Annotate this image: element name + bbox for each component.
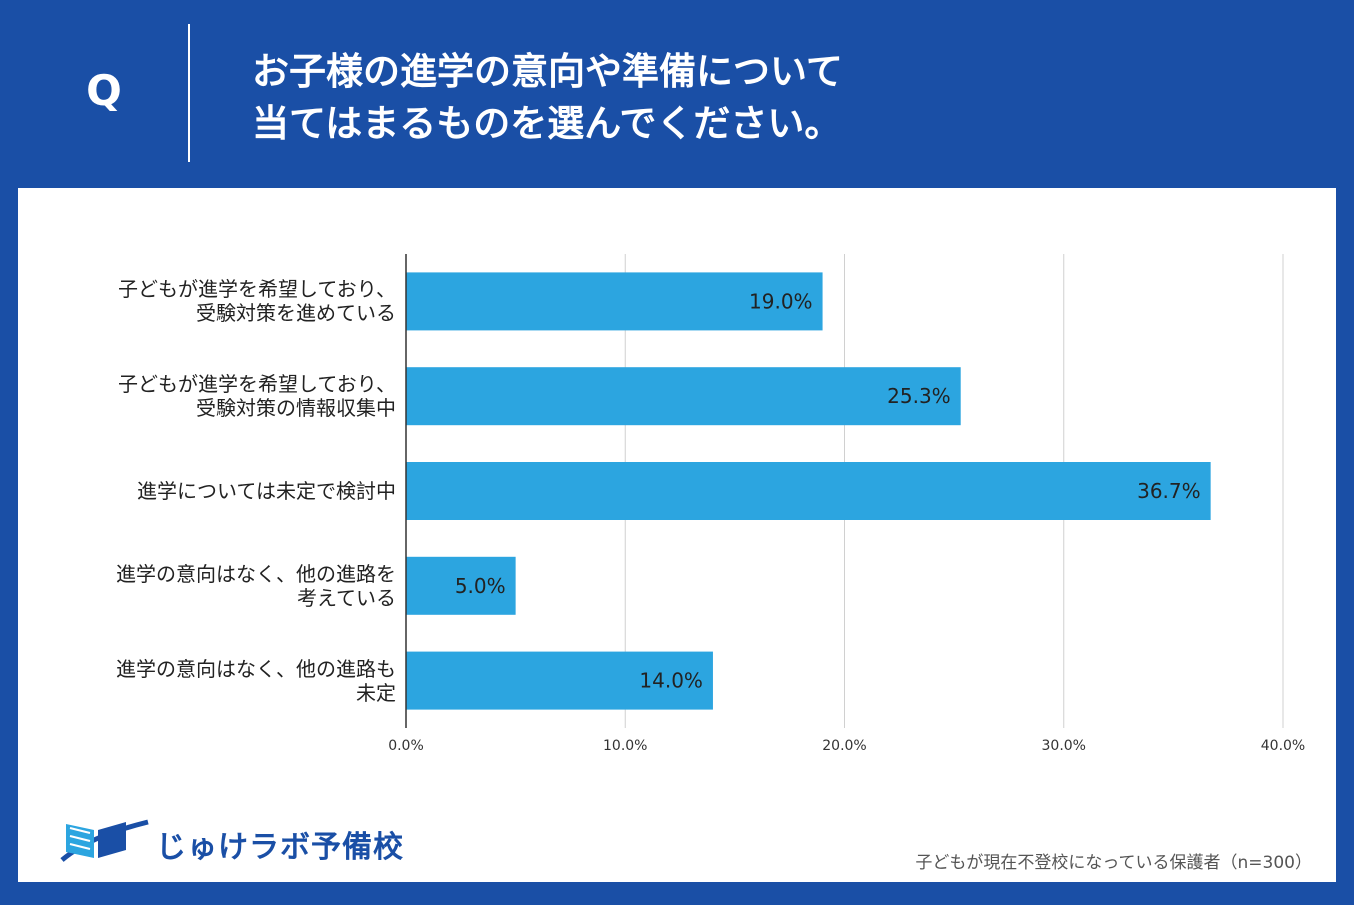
category-label-line: 考えている: [297, 585, 396, 610]
logo: じゅけラボ予備校: [56, 810, 403, 870]
category-label-line: 子どもが進学を希望しており、: [118, 277, 396, 302]
sample-note: 子どもが現在不登校になっている保護者（n=300）: [915, 853, 1312, 873]
chart-panel: 0.0% 10.0% 20.0% 30.0% 40.0% 19.0% 25.3% 36.7% 5…: [18, 188, 1336, 882]
category-label-line: 進学の意向はなく、他の進路も: [116, 656, 396, 681]
x-tick-label: 10.0%: [603, 738, 647, 754]
question-title: お子様の進学の意向や準備について 当てはまるものを選んでください。: [252, 46, 1312, 150]
category-label-line: 子どもが進学を希望しており、: [118, 372, 396, 397]
question-marker: Q: [86, 66, 122, 115]
x-tick-label: 0.0%: [388, 738, 424, 754]
bar: [406, 651, 713, 710]
category-label-line: 進学の意向はなく、他の進路を: [116, 561, 396, 586]
bar: [406, 367, 961, 426]
bar-value-label: 14.0%: [639, 669, 703, 693]
category-label: 進学については未定で検討中: [36, 479, 396, 503]
x-tick-label: 20.0%: [822, 738, 866, 754]
bar-value-label: 25.3%: [887, 384, 951, 408]
x-tick-label: 30.0%: [1042, 738, 1086, 754]
category-label: 子どもが進学を希望しており、 受験対策を進めている: [36, 277, 396, 325]
bar: [406, 556, 516, 615]
bar-value-label: 5.0%: [455, 574, 506, 598]
bar: [406, 272, 823, 331]
x-tick-label: 40.0%: [1261, 738, 1305, 754]
category-label: 進学の意向はなく、他の進路を 考えている: [36, 562, 396, 610]
logo-text: じゅけラボ予備校: [156, 830, 404, 865]
category-label-line: 受験対策の情報収集中: [196, 396, 396, 421]
category-label-line: 未定: [356, 680, 396, 705]
question-line-2: 当てはまるものを選んでください。: [252, 102, 842, 145]
open-book-swoosh-icon: [60, 819, 149, 862]
bar-value-label: 36.7%: [1137, 479, 1201, 503]
question-line-1: お子様の進学の意向や準備について: [252, 50, 843, 93]
category-label-line: 進学については未定で検討中: [137, 479, 396, 503]
header-divider: [188, 24, 190, 162]
header: Q お子様の進学の意向や準備について 当てはまるものを選んでください。: [0, 0, 1354, 188]
bar: [406, 462, 1211, 520]
category-label: 子どもが進学を希望しており、 受験対策の情報収集中: [36, 372, 396, 420]
bar-chart: 0.0% 10.0% 20.0% 30.0% 40.0% 19.0% 25.3% 36.7% 5…: [388, 254, 1305, 754]
category-label: 進学の意向はなく、他の進路も 未定: [36, 657, 396, 705]
category-label-line: 受験対策を進めている: [196, 301, 396, 326]
bar-value-label: 19.0%: [749, 289, 813, 313]
